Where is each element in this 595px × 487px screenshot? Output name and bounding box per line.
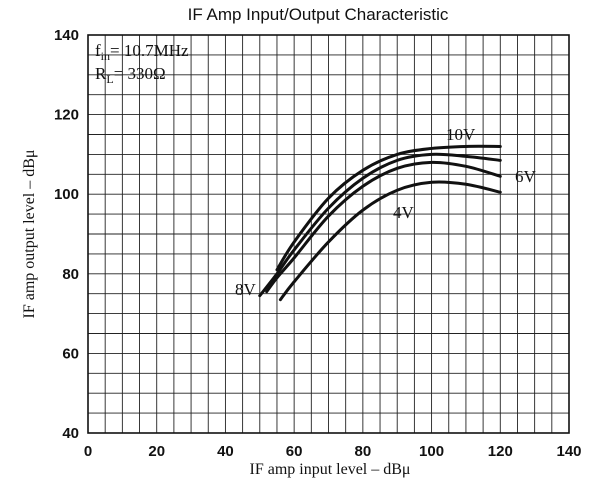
series-line-6v: [265, 160, 502, 294]
series-line-4v: [278, 180, 502, 302]
load-note: RL= 330Ω: [95, 64, 166, 86]
series-label-10v: 10V: [446, 125, 476, 144]
series-label-4v: 4V: [393, 203, 415, 222]
load-resistance-label: RL= 330Ω: [95, 64, 166, 86]
y-tick-label: 40: [62, 425, 79, 442]
plot-frame: [87, 34, 570, 434]
x-tick-label: 140: [556, 443, 581, 460]
y-tick-label: 140: [54, 27, 79, 44]
frequency-note: fin= 10.7MHz: [95, 41, 189, 63]
series-line-8v: [258, 152, 502, 298]
y-tick-label: 80: [62, 266, 79, 283]
series-label-8v: 8V: [235, 280, 257, 299]
y-axis-label: IF amp output level – dBμ: [21, 149, 38, 318]
frequency-label: fin= 10.7MHz: [95, 41, 189, 63]
x-tick-label: 120: [488, 443, 513, 460]
chart-title: IF Amp Input/Output Characteristic: [188, 5, 449, 24]
series-line-10v: [275, 144, 502, 272]
x-tick-label: 60: [286, 443, 303, 460]
x-tick-label: 100: [419, 443, 444, 460]
y-tick-label: 100: [54, 186, 79, 203]
x-tick-label: 20: [148, 443, 165, 460]
x-axis-label: IF amp input level – dBμ: [249, 461, 410, 478]
y-tick-label: 60: [62, 345, 79, 362]
y-tick-label: 120: [54, 107, 79, 124]
y-tick-labels: 140 120 100 80 60 40: [54, 27, 79, 442]
grid: [88, 35, 569, 433]
x-tick-label: 0: [84, 443, 92, 460]
x-tick-label: 80: [355, 443, 372, 460]
x-tick-label: 40: [217, 443, 234, 460]
series-label-6v: 6V: [515, 167, 537, 186]
x-tick-labels: 0 20 40 60 80 100 120 140: [84, 443, 582, 460]
series-curves: [258, 144, 502, 302]
